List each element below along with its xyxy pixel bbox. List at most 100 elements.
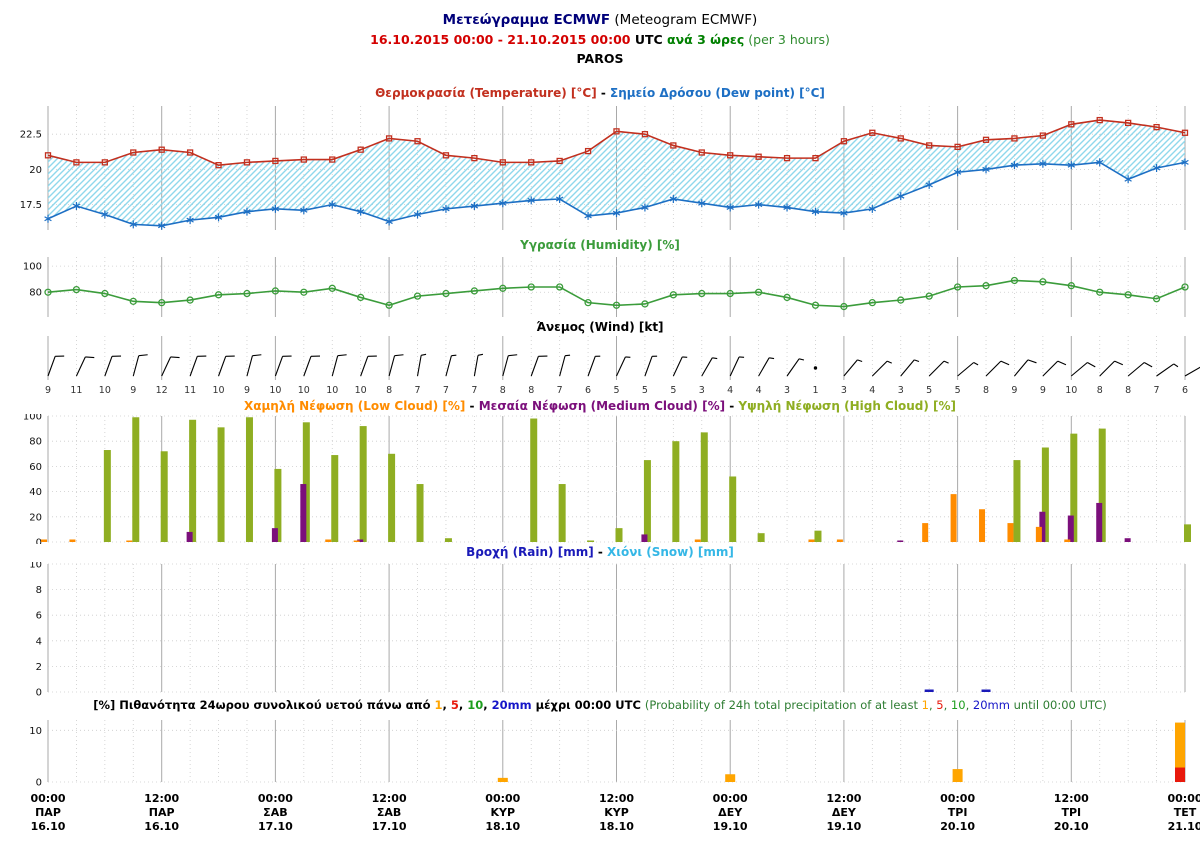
- svg-text:2: 2: [36, 662, 42, 673]
- title-part: 1: [434, 698, 443, 712]
- title-part: until 00:00 UTC): [1009, 698, 1107, 712]
- title-part: 20mm: [491, 698, 532, 712]
- svg-text:8: 8: [500, 385, 506, 396]
- x-axis-label: 00:00 ΠΑΡ 16.10: [30, 792, 66, 833]
- title-part: Μεσαία Νέφωση (Medium Cloud) [%]: [478, 399, 726, 413]
- svg-text:9: 9: [130, 385, 136, 396]
- x-axis-label: 00:00 ΔΕΥ 19.10: [712, 792, 748, 833]
- svg-text:10: 10: [29, 562, 42, 571]
- svg-text:8: 8: [36, 585, 42, 596]
- svg-text:5: 5: [955, 385, 961, 396]
- title-part: [%] Πιθανότητα 24ωρου συνολικού υετού πά…: [93, 698, 435, 712]
- interval-label-en: (per 3 hours): [744, 32, 830, 47]
- svg-text:8: 8: [1125, 385, 1131, 396]
- svg-text:7: 7: [415, 385, 421, 396]
- svg-text:10: 10: [355, 385, 367, 396]
- svg-text:0: 0: [36, 538, 42, 545]
- title-part: -: [596, 86, 611, 100]
- svg-text:17.5: 17.5: [20, 200, 42, 211]
- title-part: ,: [458, 698, 468, 712]
- svg-text:9: 9: [244, 385, 250, 396]
- title-part: -: [725, 399, 739, 413]
- svg-text:0: 0: [36, 778, 42, 787]
- svg-text:10: 10: [269, 385, 281, 396]
- svg-text:9: 9: [45, 385, 51, 396]
- date-range: 16.10.2015 00:00 - 21.10.2015 00:00: [370, 32, 631, 47]
- svg-text:5: 5: [642, 385, 648, 396]
- svg-text:10: 10: [213, 385, 225, 396]
- svg-text:8: 8: [983, 385, 989, 396]
- title-part: ,: [965, 698, 973, 712]
- svg-text:8: 8: [386, 385, 392, 396]
- title-part: Άνεμος (Wind) [kt]: [536, 320, 664, 334]
- title-part: 20mm: [972, 698, 1010, 712]
- svg-text:5: 5: [670, 385, 676, 396]
- x-axis-label: 12:00 ΣΑΒ 17.10: [371, 792, 407, 833]
- title-part: -: [465, 399, 479, 413]
- rain-panel-title: Βροχή (Rain) [mm] - Χιόνι (Snow) [mm]: [0, 545, 1200, 559]
- title-part: -: [593, 545, 608, 559]
- cloud-panel-title: Χαμηλή Νέφωση (Low Cloud) [%] - Μεσαία Ν…: [0, 399, 1200, 413]
- temperature-panel-title: Θερμοκρασία (Temperature) [°C] - Σημείο …: [0, 86, 1200, 100]
- x-axis-label: 00:00 ΤΡΙ 20.10: [940, 792, 976, 833]
- svg-text:5: 5: [613, 385, 619, 396]
- title-part: 10: [467, 698, 484, 712]
- x-axis-label: 12:00 ΠΑΡ 16.10: [144, 792, 180, 833]
- meteogram-title-en: (Meteogram ECMWF): [610, 12, 758, 28]
- title-part: Χαμηλή Νέφωση (Low Cloud) [%]: [243, 399, 466, 413]
- title-part: 5: [936, 698, 944, 712]
- svg-text:20: 20: [29, 512, 42, 523]
- title-part: 5: [450, 698, 459, 712]
- location-name: PAROS: [576, 51, 624, 66]
- title-part: ,: [483, 698, 492, 712]
- humidity-chart: 80 100: [23, 257, 1189, 317]
- svg-text:12: 12: [156, 385, 168, 396]
- temperature-chart: 17.5 20 22.5: [20, 106, 1189, 230]
- title-part: ,: [943, 698, 951, 712]
- header-line-1: Μετεώγραμμα ECMWF (Meteogram ECMWF): [0, 12, 1200, 28]
- x-axis-labels: 00:00 ΠΑΡ 16.10 12:00 ΠΑΡ 16.10 00:00 ΣΑΒ 17.10 1…: [0, 792, 1200, 847]
- svg-text:7: 7: [1154, 385, 1160, 396]
- svg-text:6: 6: [1182, 385, 1188, 396]
- svg-text:1: 1: [812, 385, 818, 396]
- svg-text:80: 80: [29, 288, 42, 299]
- probability-panel-title: [%] Πιθανότητα 24ωρου συνολικού υετού πά…: [0, 698, 1200, 712]
- svg-text:6: 6: [585, 385, 591, 396]
- svg-text:60: 60: [29, 462, 42, 473]
- svg-text:100: 100: [23, 262, 42, 273]
- title-part: μέχρι 00:00 UTC: [531, 698, 645, 712]
- svg-text:10: 10: [298, 385, 310, 396]
- title-part: 10: [950, 698, 966, 712]
- title-part: Βροχή (Rain) [mm]: [466, 545, 594, 559]
- cloud-chart: 0 20 40 60 80 100: [23, 414, 1191, 545]
- svg-text:7: 7: [471, 385, 477, 396]
- title-part: 1: [921, 698, 929, 712]
- svg-text:10: 10: [326, 385, 338, 396]
- svg-text:4: 4: [869, 385, 875, 396]
- utc-label: UTC: [630, 32, 668, 47]
- svg-text:6: 6: [36, 611, 42, 622]
- precip-probability-chart: 0 10: [29, 720, 1186, 787]
- meteogram-title: Μετεώγραμμα ECMWF: [442, 12, 611, 28]
- svg-text:8: 8: [528, 385, 534, 396]
- svg-text:3: 3: [898, 385, 904, 396]
- svg-text:3: 3: [841, 385, 847, 396]
- header-line-2: 16.10.2015 00:00 - 21.10.2015 00:00 UTC …: [0, 32, 1200, 47]
- svg-text:3: 3: [784, 385, 790, 396]
- title-part: Θερμοκρασία (Temperature) [°C]: [375, 86, 597, 100]
- svg-text:9: 9: [1011, 385, 1017, 396]
- svg-text:8: 8: [1097, 385, 1103, 396]
- svg-text:3: 3: [699, 385, 705, 396]
- title-part: Υψηλή Νέφωση (High Cloud) [%]: [738, 399, 957, 413]
- svg-text:10: 10: [1065, 385, 1077, 396]
- svg-text:10: 10: [99, 385, 111, 396]
- svg-text:10: 10: [29, 726, 42, 737]
- wind-chart: 9 11 10 9 12 11 10 9 10 10 10 10 8 7 7 7 8 8 7 6 5 5 5 3 4 4 3 1 3 4 3…: [45, 336, 1200, 396]
- title-part: Υγρασία (Humidity) [%]: [520, 238, 680, 252]
- title-part: Σημείο Δρόσου (Dew point) [°C]: [610, 86, 825, 100]
- wind-panel-title: Άνεμος (Wind) [kt]: [0, 320, 1200, 334]
- title-part: Χιόνι (Snow) [mm]: [607, 545, 734, 559]
- title-part: ,: [442, 698, 451, 712]
- svg-text:4: 4: [36, 636, 42, 647]
